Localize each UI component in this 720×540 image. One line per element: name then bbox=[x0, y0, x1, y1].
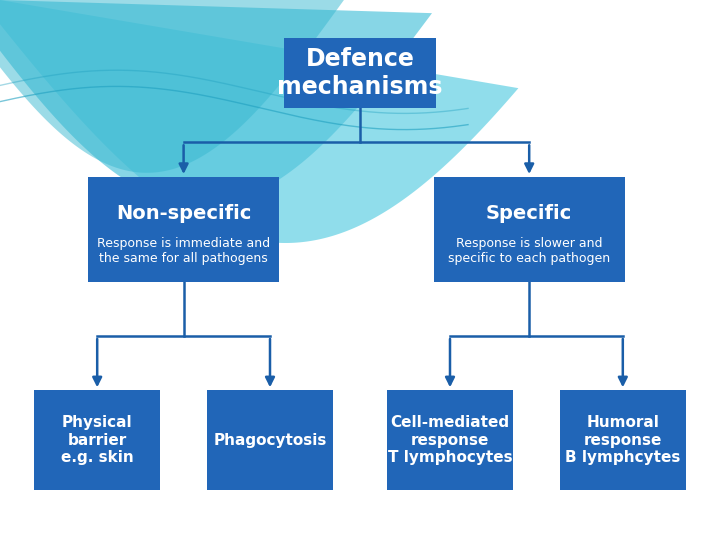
Text: Response is immediate and
the same for all pathogens: Response is immediate and the same for a… bbox=[97, 237, 270, 265]
Text: Phagocytosis: Phagocytosis bbox=[213, 433, 327, 448]
Bar bbox=[560, 390, 685, 490]
Text: Non-specific: Non-specific bbox=[116, 204, 251, 223]
Bar bbox=[284, 38, 436, 108]
Text: Defence
mechanisms: Defence mechanisms bbox=[277, 47, 443, 99]
Text: Physical
barrier
e.g. skin: Physical barrier e.g. skin bbox=[60, 415, 134, 465]
Text: Specific: Specific bbox=[486, 204, 572, 223]
Text: Cell-mediated
response
T lymphocytes: Cell-mediated response T lymphocytes bbox=[387, 415, 513, 465]
Text: Humoral
response
B lymphcytes: Humoral response B lymphcytes bbox=[565, 415, 680, 465]
Bar bbox=[433, 177, 625, 282]
Polygon shape bbox=[0, 0, 432, 205]
Text: Response is slower and
specific to each pathogen: Response is slower and specific to each … bbox=[448, 237, 611, 265]
Bar bbox=[207, 390, 333, 490]
Bar bbox=[89, 177, 279, 282]
Bar bbox=[35, 390, 160, 490]
Polygon shape bbox=[0, 0, 518, 243]
Bar bbox=[387, 390, 513, 490]
Polygon shape bbox=[0, 0, 374, 173]
